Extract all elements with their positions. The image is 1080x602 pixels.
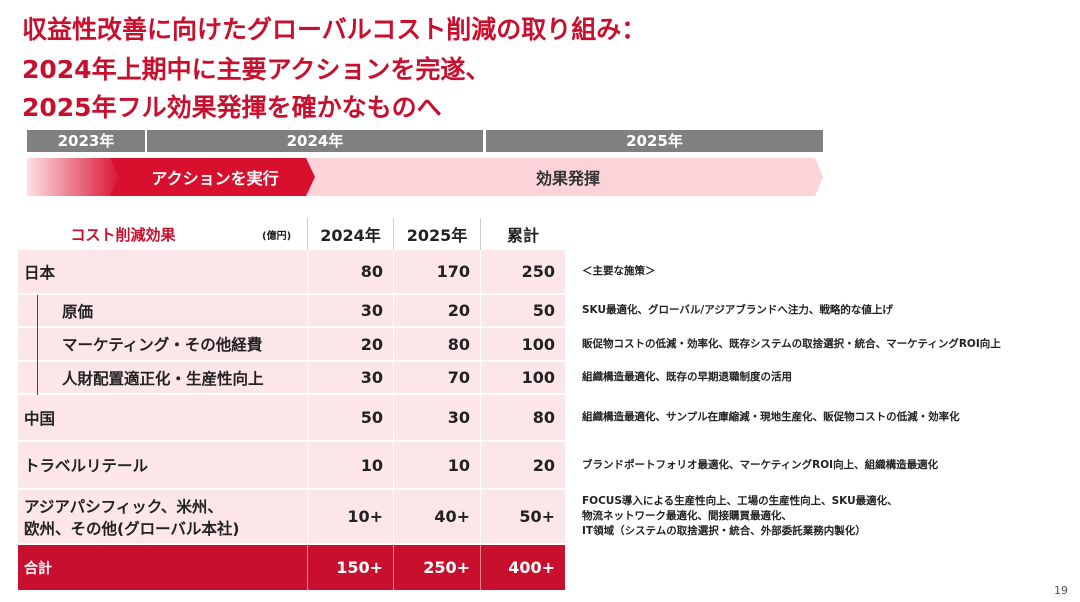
value-cell: 400+ bbox=[480, 545, 565, 590]
header-cell: 累計 bbox=[480, 218, 565, 250]
value-cell: 10 bbox=[393, 442, 480, 488]
measures-header: ＜主要な施策＞ bbox=[582, 265, 656, 277]
value-cell: 10+ bbox=[307, 490, 393, 543]
row-label: 日本 bbox=[24, 250, 294, 293]
row-label: 合計 bbox=[24, 545, 294, 590]
label-line: 原価 bbox=[62, 302, 94, 321]
row-label: アジアパシフィック、米州、 欧州、その他(グローバル本社) bbox=[24, 490, 294, 543]
phase-label: 効果発揮 bbox=[536, 169, 600, 188]
row-bg bbox=[18, 395, 565, 440]
value-cell: 250+ bbox=[393, 545, 480, 590]
measure: FOCUS導入による生産性向上、工場の生産性向上、SKU最適化、 bbox=[582, 495, 898, 507]
indent-line bbox=[37, 295, 38, 328]
value-cell: 70 bbox=[393, 362, 480, 393]
label-line: 人財配置適正化・生産性向上 bbox=[62, 369, 264, 388]
row-label: 原価 bbox=[62, 295, 332, 326]
phase-arrow bbox=[110, 158, 315, 196]
value-cell: 30 bbox=[307, 362, 393, 393]
value-cell: 40+ bbox=[393, 490, 480, 543]
value-cell: 100 bbox=[480, 362, 565, 393]
value-cell: 50 bbox=[307, 395, 393, 440]
indent-line bbox=[37, 328, 38, 362]
row-bg bbox=[18, 545, 565, 590]
measure: 組織構造最適化、既存の早期退職制度の活用 bbox=[582, 371, 792, 383]
phase-band: アクションを実行 効果発揮 bbox=[27, 158, 823, 196]
row-bg bbox=[18, 362, 565, 393]
label-line: マーケティング・その他経費 bbox=[62, 336, 263, 354]
label-line: 中国 bbox=[24, 409, 56, 428]
measure: SKU最適化、グローバル/アジアブランドへ注力、戦略的な値上げ bbox=[582, 304, 893, 316]
row-bg bbox=[18, 295, 565, 326]
header-cell: 2025年 bbox=[393, 218, 480, 250]
header-cell: 2024年 bbox=[307, 218, 393, 250]
measure: 組織構造最適化、サンプル在庫縮減・現地生産化、販促物コストの低減・効率化 bbox=[582, 411, 960, 423]
measure: IT領域（システムの取捨選択・統合、外部委託業務内製化） bbox=[582, 525, 866, 537]
header-cell: コスト削減効果 bbox=[70, 225, 176, 244]
title-line: 収益性改善に向けたグローバルコスト削減の取り組み： bbox=[22, 15, 647, 44]
row-label: トラベルリテール bbox=[24, 442, 294, 488]
year: 2025年 bbox=[486, 130, 823, 152]
value-cell: 80 bbox=[480, 395, 565, 440]
value-cell: 30 bbox=[307, 295, 393, 326]
measure: 物流ネットワーク最適化、間接購買最適化、 bbox=[582, 510, 792, 522]
row-bg bbox=[18, 328, 565, 360]
phase-label: アクションを実行 bbox=[151, 169, 278, 188]
row-label: 人財配置適正化・生産性向上 bbox=[62, 362, 332, 393]
label-line: 日本 bbox=[24, 263, 56, 282]
value-cell: 50+ bbox=[480, 490, 565, 543]
value-cell: 30 bbox=[393, 395, 480, 440]
value-cell: 150+ bbox=[307, 545, 393, 590]
measure: 販促物コストの低減・効率化、既存システムの取捨選択・統合、マーケティングROI向… bbox=[582, 337, 1001, 350]
value-cell: 20 bbox=[393, 295, 480, 326]
row-bg bbox=[18, 442, 565, 488]
value-cell: 20 bbox=[307, 328, 393, 360]
label-line: 欧州、その他(グローバル本社) bbox=[24, 519, 240, 538]
phase-arrow bbox=[300, 158, 823, 196]
label-line: アジアパシフィック、米州、 bbox=[24, 497, 223, 516]
year: 2024年 bbox=[147, 130, 483, 152]
label-line: 合計 bbox=[24, 560, 52, 577]
indent-line bbox=[37, 362, 38, 395]
value-cell: 10 bbox=[307, 442, 393, 488]
title-line: 2025年フル効果発揮を確かなものへ bbox=[22, 93, 442, 122]
row-bg bbox=[18, 250, 565, 293]
header-unit: (億円) bbox=[262, 230, 292, 242]
value-cell: 100 bbox=[480, 328, 565, 360]
year: 2023年 bbox=[27, 130, 145, 152]
row-label: 中国 bbox=[24, 395, 294, 440]
value-cell: 170 bbox=[393, 250, 480, 293]
value-cell: 50 bbox=[480, 295, 565, 326]
value-cell: 20 bbox=[480, 442, 565, 488]
row-label: マーケティング・その他経費 bbox=[62, 328, 332, 360]
value-cell: 250 bbox=[480, 250, 565, 293]
phase-fade bbox=[27, 158, 122, 196]
title-line: 2024年上期中に主要アクションを完遂、 bbox=[22, 55, 491, 84]
page-number: 19 bbox=[1054, 584, 1068, 597]
row-bg bbox=[18, 490, 565, 543]
value-cell: 80 bbox=[307, 250, 393, 293]
measure: ブランドポートフォリオ最適化、マーケティングROI向上、組織構造最適化 bbox=[582, 458, 939, 471]
value-cell: 80 bbox=[393, 328, 480, 360]
label-line: トラベルリテール bbox=[24, 457, 149, 475]
